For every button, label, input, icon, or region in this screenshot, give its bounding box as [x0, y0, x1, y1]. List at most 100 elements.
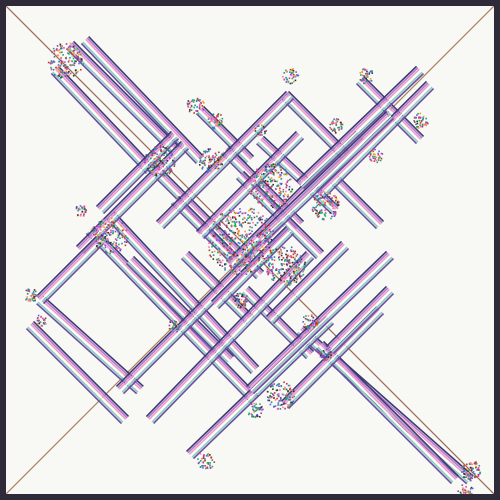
noise-dot — [265, 165, 268, 167]
noise-dot — [242, 263, 245, 266]
noise-dot — [94, 234, 96, 236]
noise-dot — [473, 475, 476, 478]
corridor-stripe — [68, 45, 175, 152]
noise-dot — [274, 169, 276, 171]
noise-dot — [202, 455, 205, 457]
noise-dot — [97, 238, 100, 241]
noise-dot — [254, 410, 256, 412]
noise-dot — [269, 251, 272, 253]
noise-dot — [325, 353, 328, 356]
noise-dot — [72, 74, 75, 77]
noise-dot — [269, 256, 272, 259]
noise-dot — [189, 109, 191, 111]
noise-dot — [157, 164, 160, 167]
noise-dot — [50, 50, 53, 53]
noise-dot — [32, 299, 35, 302]
noise-dot — [262, 128, 264, 131]
noise-dot — [476, 469, 478, 471]
noise-dot — [80, 60, 83, 63]
noise-dot — [225, 220, 227, 223]
noise-dot — [329, 212, 332, 214]
noise-dot — [333, 118, 335, 121]
noise-dot — [226, 249, 229, 251]
noise-dot — [99, 226, 101, 228]
corridor-stripe — [176, 197, 238, 259]
noise-dot — [321, 196, 324, 198]
noise-dot — [80, 213, 82, 216]
noise-dot — [293, 395, 296, 398]
noise-dot — [58, 69, 60, 72]
noise-dot — [264, 223, 267, 226]
noise-dot — [198, 461, 201, 464]
noise-dot — [329, 203, 332, 206]
noise-dot — [216, 115, 219, 118]
noise-dot — [256, 415, 259, 418]
noise-dot — [259, 218, 262, 221]
noise-dot — [236, 303, 238, 306]
corridor-stripe — [331, 291, 393, 353]
noise-dot — [416, 114, 418, 116]
noise-dot — [254, 127, 257, 130]
corridor-stripe — [75, 140, 183, 248]
corridor-stripe — [285, 310, 382, 407]
noise-dot — [107, 242, 110, 244]
corridor-stripe — [333, 180, 380, 227]
corridor-stripe — [265, 240, 343, 318]
noise-dot — [247, 217, 249, 219]
corridor-stripe — [85, 38, 202, 160]
striped-corridor — [85, 225, 260, 405]
noise-dot — [268, 169, 271, 172]
noise-dot — [224, 253, 226, 256]
noise-dot — [270, 204, 273, 207]
noise-dot — [267, 259, 269, 262]
noise-dot — [230, 243, 233, 245]
noise-dot — [258, 241, 260, 244]
noise-dot — [292, 256, 295, 259]
noise-dot — [421, 118, 424, 121]
noise-dot — [268, 198, 271, 201]
noise-dot — [232, 220, 235, 223]
noise-dot — [238, 261, 241, 264]
noise-dot — [223, 263, 226, 266]
corridor-stripe — [297, 67, 419, 184]
noise-dot — [127, 237, 129, 240]
noise-dot — [79, 59, 82, 62]
noise-dot — [112, 251, 115, 254]
noise-dot — [475, 476, 478, 478]
noise-dot — [34, 295, 36, 298]
noise-dot — [163, 147, 166, 149]
noise-dot — [57, 74, 60, 77]
noise-dot — [276, 171, 279, 174]
noise-dot — [193, 106, 195, 109]
noise-dot — [378, 150, 380, 153]
noise-dot — [166, 159, 169, 162]
noise-dot — [465, 464, 467, 467]
noise-dot — [222, 237, 225, 240]
noise-dot — [267, 272, 270, 275]
noise-dot — [235, 236, 238, 238]
noise-dot — [234, 270, 237, 273]
noise-dot — [264, 219, 266, 222]
noise-dot — [165, 174, 168, 177]
noise-dot — [255, 174, 258, 177]
noise-dot — [266, 258, 269, 260]
noise-dot — [375, 156, 378, 159]
corridor-stripe — [260, 115, 392, 242]
noise-dot — [285, 199, 287, 201]
corridor-stripe — [90, 228, 257, 400]
noise-dot — [468, 490, 471, 493]
noise-dot — [312, 210, 314, 212]
noise-dot — [79, 57, 82, 59]
noise-dot — [167, 146, 169, 149]
noise-dot — [152, 167, 155, 169]
noise-dot — [197, 99, 200, 102]
noise-dot — [208, 122, 211, 124]
noise-dot — [31, 294, 34, 296]
noise-dot — [219, 159, 222, 162]
noise-dot — [322, 355, 324, 357]
noise-dot — [59, 43, 62, 46]
noise-dot — [26, 292, 29, 295]
noise-dot — [124, 244, 127, 247]
noise-dot — [264, 169, 267, 171]
noise-dot — [229, 265, 231, 267]
